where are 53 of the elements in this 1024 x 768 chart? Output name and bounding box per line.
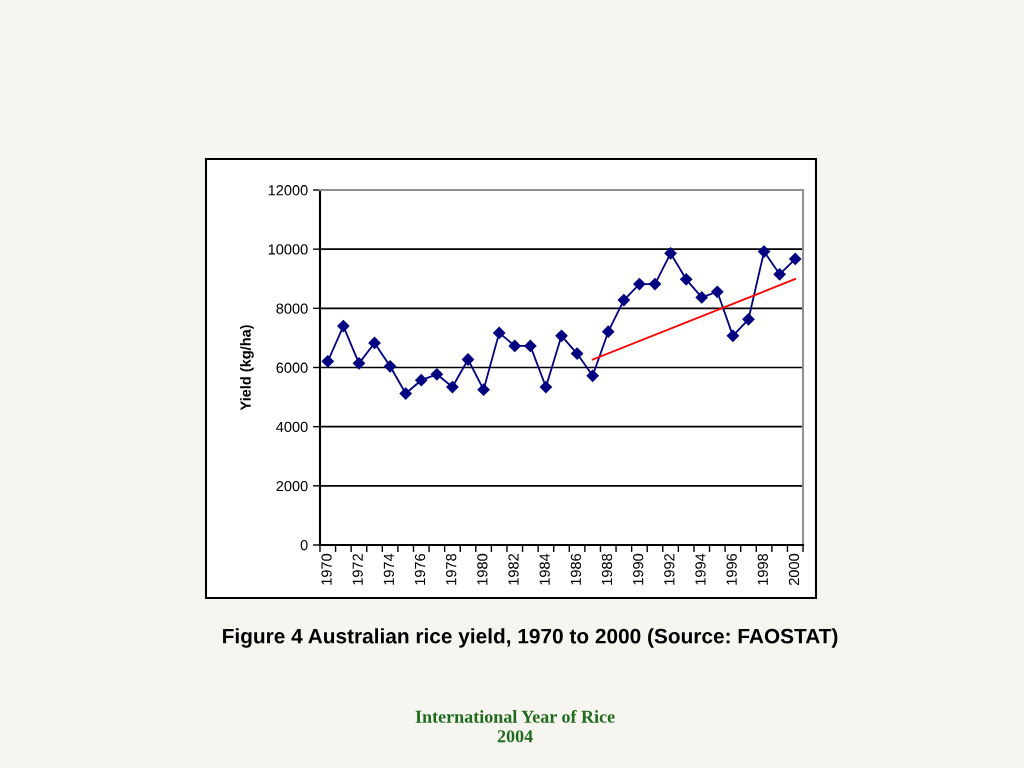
point [633,277,646,291]
point [539,380,553,394]
point [555,329,568,343]
point [492,326,506,340]
x-tick-label: 1998 [757,553,768,585]
y-tick-label: 8000 [276,303,308,314]
x-tick-label: 1992 [664,554,675,585]
point [508,339,522,353]
point [430,367,444,381]
point [726,329,740,343]
point [742,312,755,326]
x-tick-label: 1984 [539,553,550,585]
y-tick-label: 6000 [276,362,308,373]
point [523,339,537,353]
point [617,293,631,307]
point [336,319,350,333]
x-tick-label: 1986 [570,553,582,585]
point [664,246,677,260]
y-tick-label: 2000 [276,480,308,492]
x-tick-label: 1978 [446,553,457,585]
point [710,285,724,299]
y-axis-title: Yield (kg/ha) [240,325,254,411]
x-tick-label: 1974 [383,553,395,585]
x-tick-label: 1976 [414,553,426,585]
point [679,272,693,286]
point [570,347,584,360]
x-tick-label: 1980 [477,553,488,585]
x-tick-label: 1996 [726,553,737,585]
y-tick-label: 4000 [276,421,308,433]
x-tick-label: 1988 [601,553,613,585]
text: Figure 4 Australian rice yield, 1970 to 2000 (Source: FAOSTAT) [223,628,838,648]
point [352,356,366,370]
point [321,354,335,368]
point [773,267,787,281]
x-tick-label: 1982 [508,554,519,585]
x-tick-label: 1994 [695,553,706,585]
y-tick-label: 12000 [268,185,308,196]
point [477,383,490,397]
point [414,373,428,387]
point [399,387,413,400]
x-tick-label: 1972 [352,554,363,585]
point [601,325,615,339]
point [586,369,600,383]
point [788,252,802,266]
point [648,277,662,291]
text: International Year of Rice 2004 [415,709,615,743]
y-tick-label: 10000 [268,244,308,255]
x-tick-label: 2000 [788,553,800,586]
y-tick-label: 0 [300,540,308,551]
x-tick-label: 1990 [633,553,644,585]
x-tick-label: 1970 [321,553,332,585]
point [695,291,709,304]
point [383,359,397,373]
